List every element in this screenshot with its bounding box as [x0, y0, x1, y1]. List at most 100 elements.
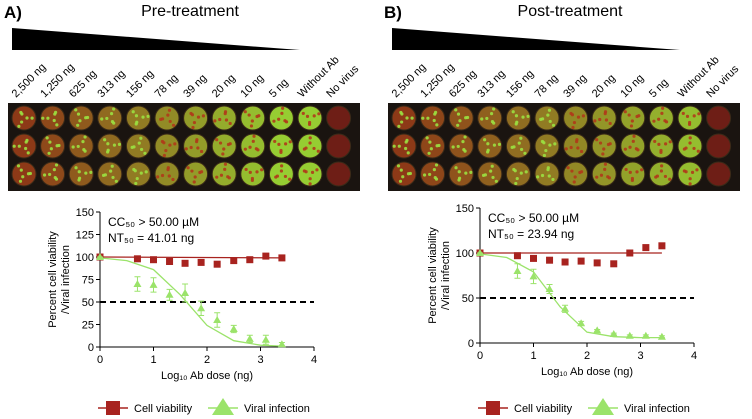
well-speck	[553, 142, 557, 146]
well-speck	[697, 112, 701, 116]
well-speck	[100, 117, 104, 121]
well-speck	[48, 172, 52, 177]
well-speck	[76, 144, 80, 149]
x-tick-label: 4	[311, 354, 317, 366]
well-speck	[166, 113, 170, 117]
well	[391, 161, 417, 187]
well	[297, 105, 323, 131]
well	[268, 133, 294, 159]
well-speck	[457, 176, 462, 180]
well-speck	[598, 141, 603, 145]
well	[448, 161, 474, 187]
well	[183, 133, 209, 159]
well-speck	[168, 119, 172, 124]
well-speck	[189, 145, 193, 150]
marker	[545, 285, 554, 292]
marker	[658, 242, 666, 250]
well-speck	[47, 151, 51, 155]
well-speck	[110, 120, 115, 124]
well-speck	[536, 175, 540, 179]
well-speck	[171, 177, 175, 182]
x-axis-label: Log₁₀ Ab dose (ng)	[541, 366, 633, 378]
well-speck	[254, 147, 258, 151]
well-speck	[160, 173, 165, 178]
well-speck	[139, 136, 143, 140]
well-speck	[243, 110, 247, 114]
well-speck	[24, 146, 28, 151]
well-speck	[410, 116, 414, 120]
well-speck	[490, 164, 494, 168]
well-speck	[519, 171, 523, 175]
well	[534, 105, 560, 131]
marker	[262, 252, 270, 260]
well-speck	[579, 149, 584, 154]
legend-marker	[592, 398, 614, 415]
well-speck	[684, 146, 688, 150]
marker	[213, 316, 222, 323]
x-tick-label: 3	[637, 350, 643, 362]
well-speck	[692, 114, 696, 118]
marker	[197, 258, 205, 266]
well-speck	[223, 162, 228, 166]
well-speck	[696, 149, 700, 153]
marker	[229, 325, 238, 332]
well-speck	[17, 124, 21, 128]
well-speck	[55, 123, 59, 127]
marker	[530, 254, 537, 262]
marker	[609, 330, 618, 337]
well-speck	[435, 144, 439, 148]
well-speck	[603, 162, 608, 166]
dose-label: 5 ng	[647, 76, 671, 100]
well-speck	[497, 142, 502, 147]
marker	[246, 256, 254, 264]
well-speck	[688, 136, 692, 140]
well-speck	[25, 116, 29, 120]
well-speck	[160, 117, 165, 121]
dose-label: 156 ng	[504, 68, 536, 100]
well-speck	[84, 116, 88, 120]
well-speck	[629, 124, 634, 128]
well	[391, 133, 417, 159]
marker	[133, 280, 142, 287]
well-speck	[167, 174, 171, 178]
well	[11, 133, 37, 159]
marker	[230, 257, 238, 265]
well-speck	[26, 172, 31, 176]
well-speck	[284, 142, 288, 146]
well-speck	[456, 144, 460, 149]
well-speck	[224, 118, 229, 122]
well-speck	[228, 121, 232, 126]
well-speck	[575, 140, 579, 144]
well-speck	[283, 119, 287, 123]
well-speck	[30, 116, 34, 120]
well-speck	[316, 149, 320, 153]
well-speck	[485, 116, 489, 121]
legend-label: Cell viability	[514, 403, 573, 415]
well	[477, 161, 503, 187]
dose-label: 10 ng	[238, 72, 266, 100]
well	[448, 105, 474, 131]
well-speck	[603, 112, 607, 116]
dose-label: 10 ng	[618, 72, 646, 100]
well-speck	[250, 176, 254, 181]
marker	[513, 252, 521, 260]
well-speck	[215, 138, 219, 142]
marker	[626, 249, 634, 257]
well-speck	[222, 147, 226, 151]
well-speck	[688, 182, 692, 186]
well-speck	[511, 110, 515, 114]
well-speck	[167, 108, 172, 112]
annotation: CC₅₀ > 50.00 µM	[488, 211, 579, 225]
well-speck	[162, 153, 166, 158]
well-speck	[243, 147, 247, 151]
well-speck	[405, 116, 409, 120]
well-speck	[48, 140, 52, 144]
legend-marker	[212, 398, 234, 415]
well-speck	[421, 116, 425, 120]
marker	[278, 254, 286, 262]
well-speck	[110, 164, 114, 168]
well-speck	[146, 114, 150, 119]
well-speck	[542, 153, 546, 158]
well-speck	[546, 113, 550, 117]
well-speck	[524, 170, 528, 174]
